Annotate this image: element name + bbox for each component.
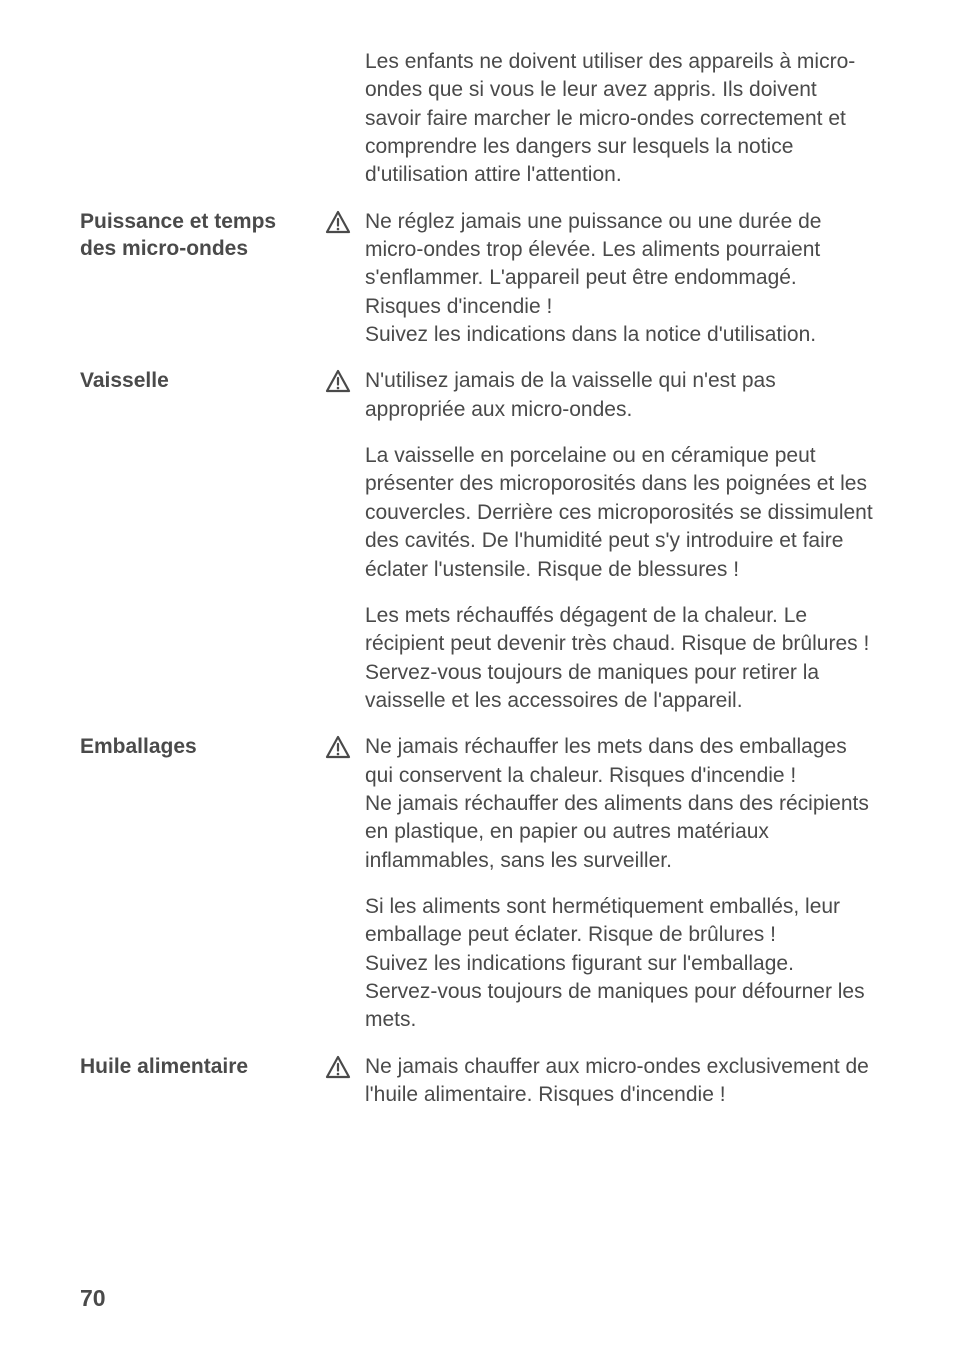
section-vaisselle: Vaisselle N'utilisez jamais de la vaisse… bbox=[80, 367, 874, 715]
right-col-emballages: Ne jamais réchauffer les mets dans des e… bbox=[365, 733, 874, 1034]
section-huile: Huile alimentaire Ne jamais chauffer aux… bbox=[80, 1053, 874, 1110]
icon-slot-vaisselle bbox=[325, 367, 365, 393]
para-emballages-0: Ne jamais réchauffer les mets dans des e… bbox=[365, 733, 874, 875]
warning-triangle-icon bbox=[325, 369, 351, 393]
para-vaisselle-2: Les mets réchauffés dégagent de la chale… bbox=[365, 602, 874, 715]
left-col-puissance: Puissance et temps des micro-ondes bbox=[80, 208, 365, 263]
right-col-vaisselle: N'utilisez jamais de la vaisselle qui n'… bbox=[365, 367, 874, 715]
para-emballages-1: Si les aliments sont hermétiquement emba… bbox=[365, 893, 874, 1035]
para-puissance-0: Ne réglez jamais une puissance ou une du… bbox=[365, 208, 874, 350]
para-vaisselle-0: N'utilisez jamais de la vaisselle qui n'… bbox=[365, 367, 874, 424]
warning-triangle-icon bbox=[325, 210, 351, 234]
section-intro: Les enfants ne doivent utiliser des appa… bbox=[80, 48, 874, 190]
icon-slot-intro bbox=[325, 48, 365, 50]
left-col-huile: Huile alimentaire bbox=[80, 1053, 365, 1080]
right-col-puissance: Ne réglez jamais une puissance ou une du… bbox=[365, 208, 874, 350]
page-number: 70 bbox=[80, 1283, 106, 1314]
para-intro-0: Les enfants ne doivent utiliser des appa… bbox=[365, 48, 874, 190]
icon-slot-emballages bbox=[325, 733, 365, 759]
para-vaisselle-1: La vaisselle en porcelaine ou en céramiq… bbox=[365, 442, 874, 584]
section-puissance: Puissance et temps des micro-ondes Ne ré… bbox=[80, 208, 874, 350]
warning-triangle-icon bbox=[325, 1055, 351, 1079]
heading-vaisselle: Vaisselle bbox=[80, 367, 325, 394]
warning-triangle-icon bbox=[325, 735, 351, 759]
section-emballages: Emballages Ne jamais réchauffer les mets… bbox=[80, 733, 874, 1034]
right-col-intro: Les enfants ne doivent utiliser des appa… bbox=[365, 48, 874, 190]
heading-huile: Huile alimentaire bbox=[80, 1053, 325, 1080]
left-col-vaisselle: Vaisselle bbox=[80, 367, 365, 394]
icon-slot-huile bbox=[325, 1053, 365, 1079]
right-col-huile: Ne jamais chauffer aux micro-ondes exclu… bbox=[365, 1053, 874, 1110]
heading-emballages: Emballages bbox=[80, 733, 325, 760]
heading-puissance: Puissance et temps des micro-ondes bbox=[80, 208, 325, 263]
para-huile-0: Ne jamais chauffer aux micro-ondes exclu… bbox=[365, 1053, 874, 1110]
left-col-emballages: Emballages bbox=[80, 733, 365, 760]
left-col-intro bbox=[80, 48, 365, 50]
icon-slot-puissance bbox=[325, 208, 365, 234]
page: Les enfants ne doivent utiliser des appa… bbox=[0, 0, 954, 1352]
